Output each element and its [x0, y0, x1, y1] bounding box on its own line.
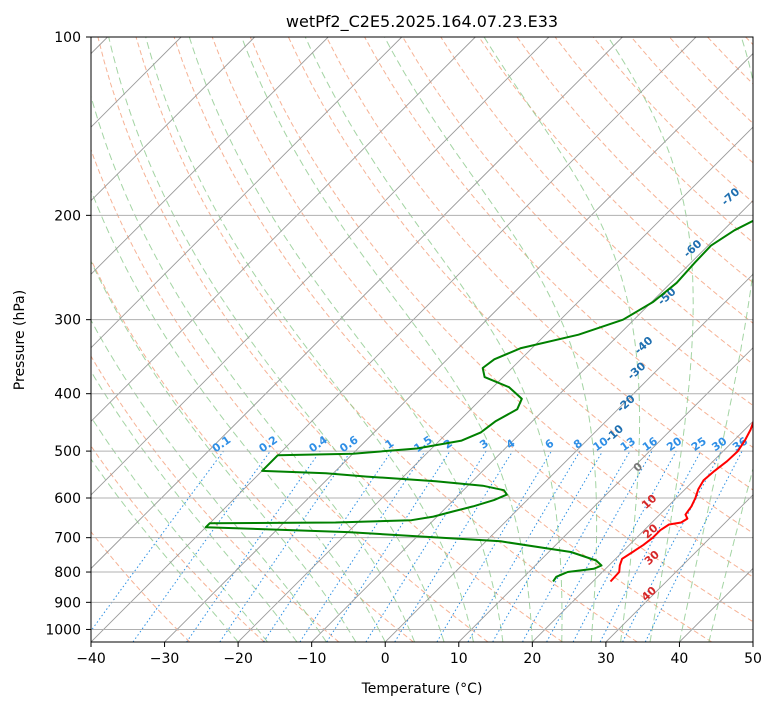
mixing-ratio-line: [394, 450, 514, 642]
x-tick-label: −20: [223, 651, 253, 667]
moist-adiabat-line: [607, 37, 694, 642]
moist-adiabat-line: [108, 37, 445, 642]
dry-adiabat-line: [326, 37, 753, 491]
y-tick-label: 500: [54, 444, 81, 460]
moist-adiabat-line: [91, 260, 357, 642]
mixing-ratio-line: [326, 450, 451, 642]
mixing-ratio-line: [644, 450, 743, 642]
mixing-ratio-line: [219, 450, 352, 642]
mixing-ratio-line: [132, 450, 271, 642]
x-tick-label: 0: [381, 651, 390, 667]
moist-adiabats: [91, 37, 753, 642]
mixing-ratio-line: [522, 450, 631, 642]
dry-adiabat-line: [91, 355, 340, 642]
dry-adiabat-line: [249, 37, 753, 578]
moist-adiabat-line: [708, 466, 753, 642]
moist-adiabat-line: [241, 37, 533, 642]
y-tick-label: 900: [54, 595, 81, 611]
moist-adiabat-line: [91, 416, 268, 642]
isotherm-line: [237, 126, 753, 642]
y-tick-label: 300: [54, 313, 81, 329]
moist-adiabat-line: [145, 37, 474, 642]
isotherm-line: [91, 37, 697, 642]
y-axis-label: Pressure (hPa): [12, 290, 28, 390]
moist-adiabat-line: [91, 188, 386, 642]
mixing-ratio-lines: [91, 450, 743, 642]
isotherm-line: [91, 37, 623, 570]
x-tick-label: 20: [523, 651, 541, 667]
x-tick-label: −40: [76, 651, 106, 667]
isotherm-line: [311, 200, 753, 642]
x-tick-label: 40: [671, 651, 689, 667]
y-axis-ticks: 100 200 300 400 500 600 700 800 900 1000: [45, 30, 91, 638]
temperature-profile-line: [609, 419, 753, 583]
dry-adiabat-line: [516, 37, 753, 284]
y-tick-label: 1000: [45, 622, 81, 638]
x-axis-ticks: −40 −30 −20 −10 0 10 20 30 40 50: [76, 642, 762, 667]
moist-adiabat-line: [91, 370, 298, 642]
mixing-ratio-line: [186, 450, 321, 642]
x-tick-label: −30: [150, 651, 180, 667]
mixing-ratio-line: [572, 450, 677, 642]
dry-adiabat-line: [91, 445, 265, 642]
profile-series: [204, 219, 753, 583]
isotherm-line: [164, 52, 753, 642]
y-tick-label: 800: [54, 565, 81, 581]
x-tick-label: 50: [744, 651, 762, 667]
chart-title: wetPf2_C2E5.2025.164.07.23.E33: [286, 12, 558, 32]
dewpoint-profile-line: [204, 219, 753, 583]
mixing-ratio-line: [299, 450, 426, 642]
moist-adiabat-line: [304, 37, 563, 642]
y-tick-label: 400: [54, 387, 81, 403]
y-tick-label: 100: [54, 30, 81, 46]
dry-adiabat-line: [211, 37, 753, 623]
moist-adiabat-line: [188, 37, 504, 642]
mixing-ratio-line: [263, 450, 392, 642]
moist-adiabat-line: [678, 37, 753, 642]
moist-adiabat-line: [91, 458, 239, 642]
isotherm-line: [532, 420, 753, 642]
isotherm-line: [91, 37, 476, 422]
x-tick-label: 30: [597, 651, 615, 667]
isotherm-line: [91, 37, 550, 496]
dry-adiabat-line: [97, 37, 563, 642]
isotherm-line: [458, 347, 753, 642]
plot-frame: [90, 36, 754, 643]
pressure-gridlines: [91, 37, 753, 630]
x-axis-label: Temperature (°C): [361, 681, 483, 697]
x-tick-label: −10: [297, 651, 327, 667]
mixing-ratio-line: [546, 450, 653, 642]
x-tick-label: 10: [450, 651, 468, 667]
mixing-ratio-line: [91, 450, 224, 632]
isotherm-line: [91, 37, 329, 275]
isotherm-line: [605, 494, 753, 642]
dry-adiabat-line: [135, 37, 638, 642]
dry-adiabat-line: [91, 531, 191, 642]
y-tick-label: 600: [54, 491, 81, 507]
dry-adiabat-line: [402, 37, 753, 407]
y-tick-label: 200: [54, 208, 81, 224]
moist-adiabat-line: [384, 37, 598, 642]
isotherm-line: [91, 37, 403, 349]
y-tick-label: 700: [54, 531, 81, 547]
moist-adiabat-line: [483, 37, 641, 642]
dry-adiabat-line: [91, 148, 489, 642]
dry-adiabat-line: [478, 37, 753, 324]
isotherm-line: [91, 37, 255, 202]
